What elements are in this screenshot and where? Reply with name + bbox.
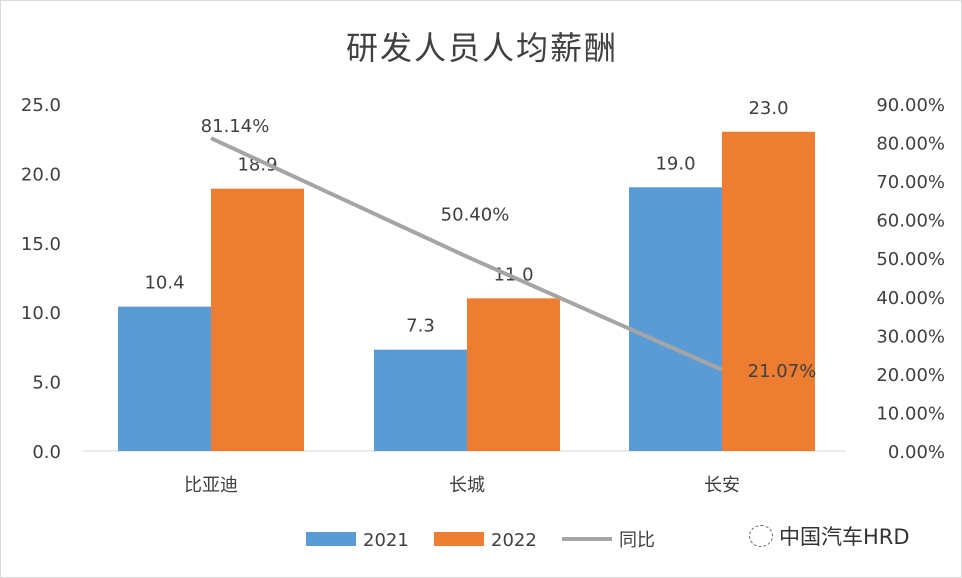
legend-label: 2022 xyxy=(491,530,537,551)
y2-tick-label: 70.00% xyxy=(876,172,945,193)
legend-swatch xyxy=(434,532,484,546)
bar-2021 xyxy=(374,349,467,451)
chart-title: 研发人员人均薪酬 xyxy=(345,29,618,67)
x-tick-label: 长城 xyxy=(449,475,485,496)
y2-tick-label: 90.00% xyxy=(876,95,945,116)
line-data-label: 50.40% xyxy=(441,205,510,226)
y2-tick-label: 0.00% xyxy=(888,442,945,463)
y2-tick-label: 40.00% xyxy=(876,288,945,309)
bar-2022 xyxy=(722,131,815,451)
legend-swatch xyxy=(306,532,356,546)
y2-tick-label: 20.00% xyxy=(876,365,945,386)
legend-label: 同比 xyxy=(619,530,655,551)
y2-tick-label: 50.00% xyxy=(876,249,945,270)
y-tick-label: 0.0 xyxy=(32,442,61,463)
line-data-label: 81.14% xyxy=(201,116,270,137)
y-tick-label: 15.0 xyxy=(21,234,61,255)
watermark: 中国汽车HRD xyxy=(749,521,910,551)
bar-2022 xyxy=(467,298,560,451)
y-tick-label: 20.0 xyxy=(21,164,61,185)
bar-2022 xyxy=(211,188,304,451)
data-label: 18.9 xyxy=(237,155,277,176)
bar-2021 xyxy=(629,187,722,451)
legend-label: 2021 xyxy=(363,530,409,551)
line-data-label: 21.07% xyxy=(748,361,817,382)
data-label: 7.3 xyxy=(406,316,435,337)
y-tick-label: 5.0 xyxy=(32,373,61,394)
y2-tick-label: 80.00% xyxy=(876,134,945,155)
bar-2021 xyxy=(118,306,211,451)
y2-tick-label: 30.00% xyxy=(876,326,945,347)
wechat-icon xyxy=(749,525,773,547)
y2-tick-label: 60.00% xyxy=(876,211,945,232)
data-label: 19.0 xyxy=(655,153,695,174)
x-tick-label: 长安 xyxy=(704,475,740,496)
y-tick-label: 25.0 xyxy=(21,95,61,116)
line-同比 xyxy=(210,136,723,372)
y2-tick-label: 10.00% xyxy=(876,403,945,424)
watermark-text: 中国汽车HRD xyxy=(779,525,910,549)
y-tick-label: 10.0 xyxy=(21,303,61,324)
x-tick-label: 比亚迪 xyxy=(184,475,238,496)
data-label: 23.0 xyxy=(748,98,788,119)
data-label: 10.4 xyxy=(144,273,184,294)
